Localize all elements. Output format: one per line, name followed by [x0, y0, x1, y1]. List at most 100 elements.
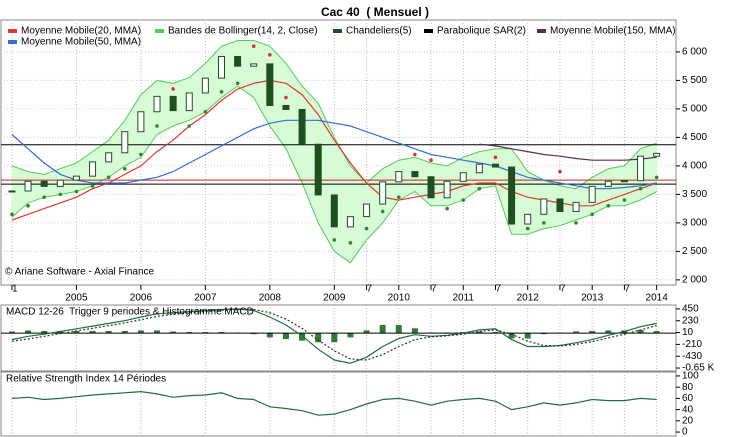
y-tick-label: 5 000 — [682, 104, 707, 115]
candle — [24, 180, 32, 192]
y-tick-label: 3 000 — [682, 218, 707, 229]
y-tick-label: 230 — [682, 315, 699, 326]
sar-dot — [654, 175, 659, 180]
legend-label: Moyenne Mobile(50, MMA) — [21, 37, 141, 48]
indicator-line — [11, 390, 657, 416]
candle — [217, 55, 225, 79]
histogram-bar — [170, 331, 177, 334]
candle — [89, 161, 97, 177]
panel-title: MACD 12-26 Trigger 9 periodes & Histogra… — [6, 307, 254, 318]
sar-dot — [10, 212, 14, 217]
x-tick-label: 2012 — [517, 293, 540, 304]
candle — [556, 198, 564, 212]
candle — [427, 176, 435, 199]
x-tick-label: 2006 — [130, 293, 153, 304]
sar-dot — [542, 221, 546, 225]
sar-dot — [122, 166, 127, 171]
histogram-bar — [637, 329, 644, 334]
panel — [0, 304, 677, 372]
histogram-bar — [25, 330, 32, 334]
histogram-bar — [250, 333, 257, 335]
x-tick-label: 2013 — [581, 293, 604, 304]
x-tick-label: 7 — [560, 284, 566, 295]
histogram-bar — [121, 330, 128, 334]
histogram-bar — [395, 325, 402, 334]
sar-dot — [413, 152, 417, 157]
x-tick-label: 2009 — [323, 293, 346, 304]
candle — [508, 166, 516, 225]
sar-dot — [606, 203, 611, 208]
sar-dot — [203, 109, 208, 114]
legend-label: Moyenne Mobile(150, MMA) — [550, 26, 676, 37]
histogram-bar — [379, 325, 386, 334]
ma-line — [11, 119, 657, 190]
legend-swatch — [8, 29, 17, 33]
y-tick-label: 60 — [682, 393, 694, 404]
ma-line — [11, 79, 657, 221]
histogram-bar — [589, 330, 596, 334]
y-tick-label: 4 500 — [682, 132, 707, 143]
legend-swatch — [333, 29, 342, 33]
candle — [40, 180, 48, 187]
sar-dot — [58, 192, 63, 197]
legend-label: Chandeliers(5) — [346, 26, 412, 37]
y-tick-label: 40 — [682, 404, 694, 415]
x-tick-label: 2007 — [194, 293, 217, 304]
sar-dot — [235, 81, 240, 86]
candle — [346, 216, 354, 228]
sar-dot — [26, 203, 30, 208]
legend-swatch — [155, 29, 164, 33]
candle — [475, 163, 483, 174]
sar-dot — [622, 198, 627, 202]
x-tick-label: 2005 — [65, 293, 88, 304]
candle — [411, 171, 419, 178]
x-tick-label: 2014 — [646, 293, 669, 304]
y-tick-label: -0.65 K — [682, 363, 715, 374]
y-tick-label: 10 — [682, 327, 694, 338]
x-tick-label: 7 — [367, 284, 373, 295]
y-tick-label: 80 — [682, 382, 694, 393]
x-tick-label: 7 — [495, 284, 501, 295]
candle — [266, 63, 274, 106]
candle — [56, 179, 64, 187]
sar-dot — [348, 241, 353, 245]
legend-label: Bandes de Bollinger(14, 2, Close) — [168, 26, 318, 37]
histogram-bar — [282, 333, 289, 340]
legend-swatch — [424, 29, 433, 33]
band-line — [11, 85, 657, 264]
sar-dot — [574, 221, 578, 225]
sar-dot — [139, 152, 143, 157]
y-tick-label: 0 — [682, 427, 688, 437]
histogram-bar — [299, 333, 306, 341]
histogram-bar — [492, 332, 499, 334]
sar-dot — [461, 198, 466, 202]
histogram-bar — [218, 332, 225, 334]
candle — [250, 63, 258, 67]
candle — [540, 198, 548, 215]
sar-dot — [155, 124, 159, 128]
histogram-bar — [89, 330, 96, 334]
y-tick-label: 3 500 — [682, 189, 707, 200]
x-tick-label: 7 — [431, 284, 437, 295]
sar-dot — [90, 184, 95, 188]
candle — [459, 172, 467, 182]
x-tick-label: 1 — [12, 284, 18, 295]
histogram-bar — [105, 330, 112, 334]
x-tick-label: 2010 — [388, 293, 411, 304]
y-tick-label: 20 — [682, 415, 694, 426]
sar-dot — [380, 209, 385, 214]
sar-dot — [364, 226, 369, 231]
legend-label: Parabolique SAR(2) — [437, 26, 526, 37]
y-tick-label: -210 — [682, 339, 702, 350]
candle — [491, 163, 499, 168]
candle — [443, 180, 451, 199]
y-tick-label: 2 000 — [682, 275, 707, 286]
candle — [604, 180, 612, 187]
candle — [298, 108, 306, 145]
x-tick-label: 2008 — [259, 293, 282, 304]
histogram-bar — [508, 333, 515, 339]
x-tick-label: 7 — [624, 284, 630, 295]
candle — [169, 95, 177, 112]
y-tick-label: 5 500 — [682, 75, 707, 86]
